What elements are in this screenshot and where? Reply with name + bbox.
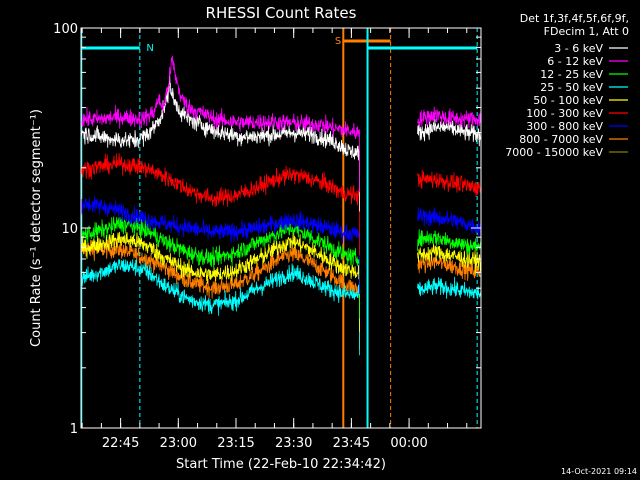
legend: Det 1f,3f,4f,5f,6f,9f, FDecim 1, Att 0 3… — [505, 12, 629, 159]
legend-label-7: 800 - 7000 keV — [519, 133, 603, 146]
x-tick-label: 23:30 — [275, 436, 312, 451]
series-line-100-300keV-seg0 — [80, 152, 360, 208]
y-axis-label: Count Rate (s⁻¹ detector segment⁻¹) — [29, 109, 44, 347]
series-line-800-7000keV-seg0 — [80, 239, 360, 299]
generation-timestamp: 14-Oct-2021 09:14 — [561, 467, 637, 476]
y-axis: 1 10 100 — [53, 22, 481, 437]
legend-label-2: 12 - 25 keV — [540, 68, 603, 81]
legend-label-3: 25 - 50 keV — [540, 81, 603, 94]
x-axis-label: Start Time (22-Feb-10 22:34:42) — [176, 457, 386, 472]
series-line-50-100keV-seg0 — [80, 229, 360, 284]
legend-header-line-2: FDecim 1, Att 0 — [544, 25, 629, 38]
y-tick-label: 1 — [70, 422, 78, 437]
x-axis: 22:45 23:00 23:15 23:30 23:45 00:00 — [81, 28, 468, 451]
series-layer — [80, 55, 482, 356]
x-tick-label: 23:45 — [333, 436, 370, 451]
y-tick-label: 100 — [53, 22, 78, 37]
x-tick-label: 23:00 — [160, 436, 197, 451]
y-tick-label: 10 — [61, 222, 78, 237]
legend-label-8: 7000 - 15000 keV — [505, 146, 603, 159]
series-line-25-50keV-seg1 — [417, 276, 482, 300]
series-line-6-12keV-seg0 — [80, 55, 360, 139]
x-tick-label: 23:15 — [217, 436, 254, 451]
legend-label-4: 50 - 100 keV — [533, 94, 603, 107]
series-line-25-50keV-seg0 — [80, 259, 360, 316]
series-line-100-300keV-seg1 — [417, 169, 482, 198]
legend-label-0: 3 - 6 keV — [554, 42, 603, 55]
legend-label-1: 6 - 12 keV — [547, 55, 603, 68]
saa-label: S — [335, 36, 341, 47]
series-line-12-25keV-seg0 — [80, 214, 360, 269]
chart-title: RHESSI Count Rates — [206, 4, 357, 22]
series-line-12-25keV-seg1 — [417, 229, 482, 255]
series-line-6-12keV-seg1 — [417, 106, 482, 129]
series-line-3-6keV-seg0 — [80, 75, 360, 161]
x-tick-label: 00:00 — [390, 436, 427, 451]
legend-label-6: 300 - 800 keV — [526, 120, 603, 133]
x-tick-label: 22:45 — [102, 436, 139, 451]
series-line-50-100keV-seg1 — [417, 243, 482, 274]
legend-label-5: 100 - 300 keV — [526, 107, 603, 120]
legend-header-line-1: Det 1f,3f,4f,5f,6f,9f, — [520, 12, 629, 25]
night-label: N — [146, 43, 153, 54]
series-line-300-800keV-seg1 — [417, 207, 482, 237]
series-line-300-800keV-seg0 — [80, 195, 360, 244]
